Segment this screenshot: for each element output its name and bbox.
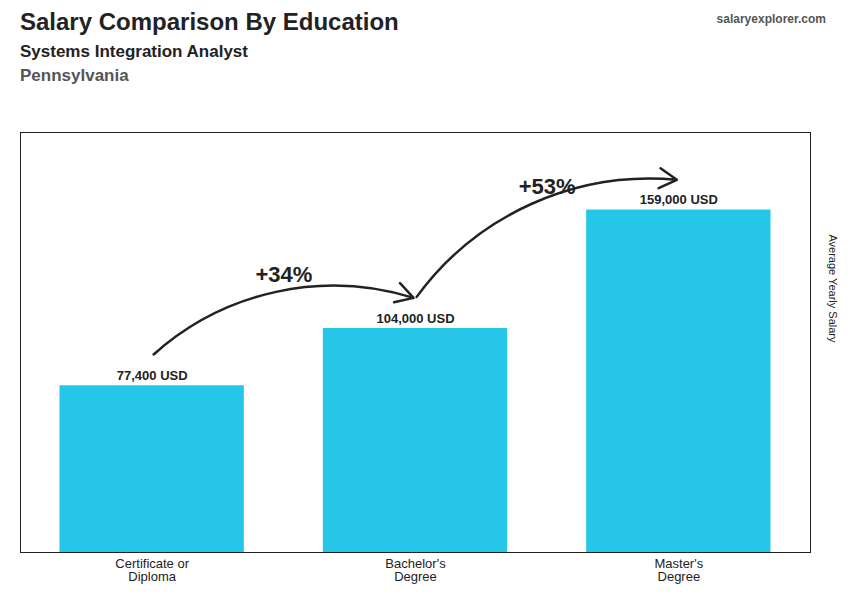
svg-text:Master'sDegree: Master'sDegree xyxy=(654,556,703,584)
svg-text:77,400 USD: 77,400 USD xyxy=(117,368,188,383)
svg-text:Certificate orDiploma: Certificate orDiploma xyxy=(115,556,189,584)
html-text:Systems Integration Analyst: Systems Integration Analyst xyxy=(20,42,248,61)
svg-text:+53%: +53% xyxy=(519,174,576,199)
svg-text:104,000 USD: 104,000 USD xyxy=(376,311,454,326)
svg-text:159,000 USD: 159,000 USD xyxy=(640,192,718,207)
html-text:Pennsylvania: Pennsylvania xyxy=(20,66,129,85)
svg-text:Bachelor'sDegree: Bachelor'sDegree xyxy=(385,556,446,584)
svg-text:Average Yearly Salary: Average Yearly Salary xyxy=(827,234,839,343)
html-text:Salary Comparison By Education: Salary Comparison By Education xyxy=(20,8,399,35)
svg-text:+34%: +34% xyxy=(255,262,312,287)
html-text:salaryexplorer.com: salaryexplorer.com xyxy=(716,12,826,26)
